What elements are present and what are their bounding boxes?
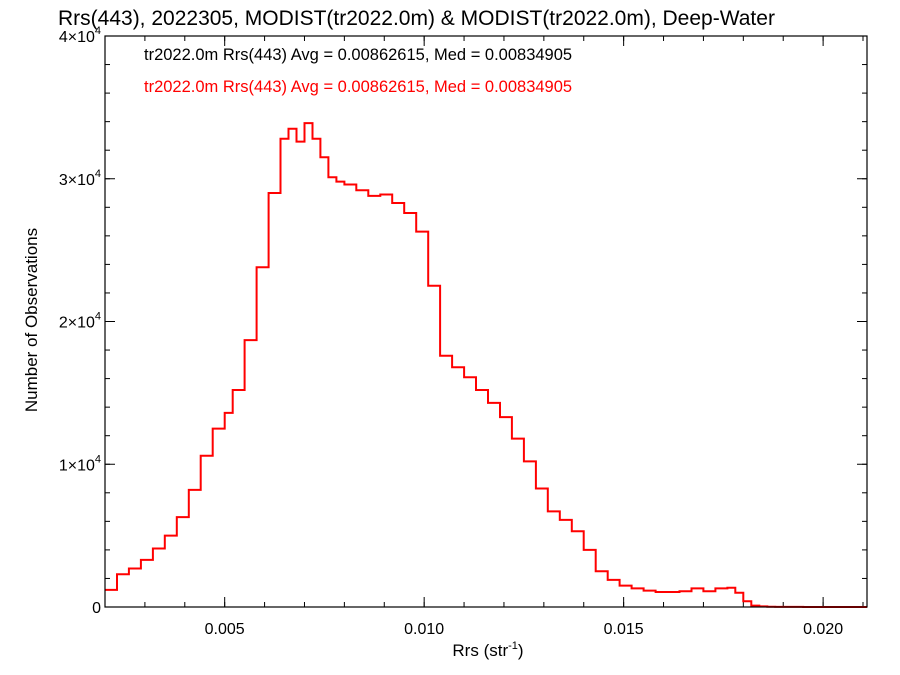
plot-frame xyxy=(104,35,868,608)
x-tick-label: 0.015 xyxy=(604,621,644,638)
histogram-series-line xyxy=(105,122,867,608)
x-tick-label: 0.020 xyxy=(803,621,843,638)
x-axis-label-superscript: -1 xyxy=(508,640,518,652)
y-tick-label: 2×104 xyxy=(59,311,101,332)
axis-tick-labels: 0.005 0.010 0.015 0.020 0 1×104 2×104 3×104 4×10… xyxy=(59,25,843,638)
axis-ticks xyxy=(104,35,867,608)
y-axis-label: Number of Observations xyxy=(22,228,41,412)
y-tick-label: 3×104 xyxy=(59,168,101,189)
stats-annotation-black: tr2022.0m Rrs(443) Avg = 0.00862615, Med… xyxy=(144,46,572,64)
stats-annotation-red: tr2022.0m Rrs(443) Avg = 0.00862615, Med… xyxy=(144,78,572,96)
x-axis-label: Rrs (str-1) xyxy=(452,640,523,660)
y-tick-label: 4×104 xyxy=(59,25,101,46)
y-tick-label: 0 xyxy=(92,600,101,617)
chart-title: Rrs(443), 2022305, MODIST(tr2022.0m) & M… xyxy=(58,7,775,30)
y-tick-label: 1×104 xyxy=(59,453,101,474)
x-tick-label: 0.005 xyxy=(205,621,245,638)
x-tick-label: 0.010 xyxy=(404,621,444,638)
